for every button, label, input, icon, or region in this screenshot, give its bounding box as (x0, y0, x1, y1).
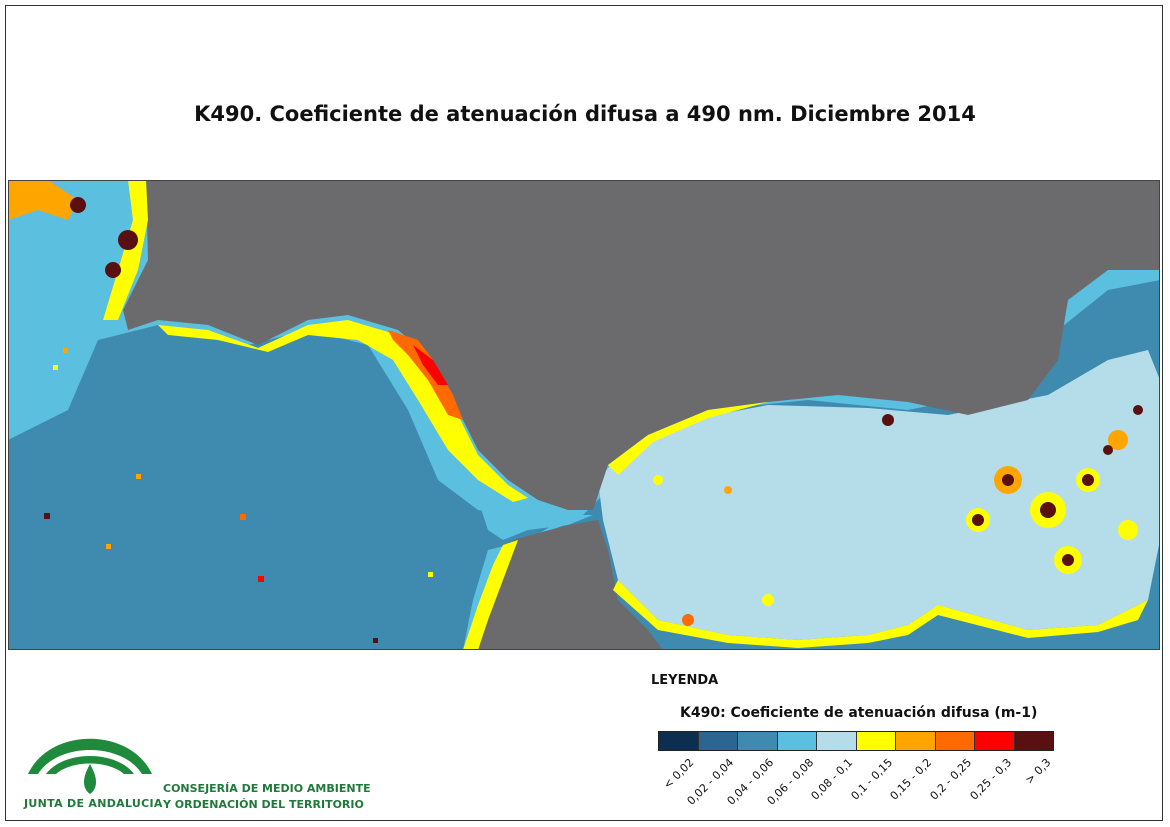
legend-swatch (856, 732, 896, 750)
strait-channel (478, 500, 593, 540)
atlantic-pixels (44, 348, 433, 643)
alboran-sea-light (598, 350, 1160, 640)
hotspot (1002, 474, 1014, 486)
map-title: K490. Coeficiente de atenuación difusa a… (194, 102, 976, 126)
legend-swatch (777, 732, 817, 750)
pixel (53, 365, 58, 370)
pixel (240, 514, 246, 520)
pixel (428, 572, 433, 577)
hotspot (1040, 502, 1056, 518)
hotspot (1062, 554, 1074, 566)
hotspot (882, 414, 894, 426)
pixel (136, 474, 141, 479)
legend-swatch (698, 732, 738, 750)
med-coast-rim (608, 402, 768, 475)
pixel (258, 576, 264, 582)
coast-band-portugal (8, 180, 148, 320)
hotspot (1118, 520, 1138, 540)
legend-swatch (1014, 732, 1053, 750)
coastal-band-orange (388, 330, 463, 420)
hotspot (1108, 430, 1128, 450)
legend-swatch (659, 732, 699, 750)
hotspot (70, 197, 86, 213)
pixel (44, 513, 50, 519)
land-iberia (123, 180, 1160, 510)
coastal-band-red (413, 345, 448, 385)
hotspot (972, 514, 984, 526)
map-border (8, 180, 1160, 650)
coastal-band-morocco (463, 540, 518, 650)
hotspot (682, 614, 694, 626)
legend-swatch (896, 732, 936, 750)
coast-patch-portugal (8, 180, 78, 220)
hotspot (724, 486, 732, 494)
logo-arc-inner (46, 756, 134, 774)
logo-arc-outer (28, 738, 152, 774)
pixel (63, 348, 68, 353)
legend-color-bar (658, 731, 1054, 751)
alboran-hotspots (653, 405, 1143, 626)
hotspot (1133, 405, 1143, 415)
pixel (373, 638, 378, 643)
logo-leaf (84, 764, 96, 794)
hotspot (105, 262, 121, 278)
hotspot (762, 594, 774, 606)
hotspot (118, 230, 138, 250)
hotspot (653, 475, 663, 485)
pixel (106, 544, 111, 549)
med-south-rim (613, 580, 1148, 648)
legend-swatch (935, 732, 975, 750)
organization-name: JUNTA DE ANDALUCIA (24, 797, 163, 810)
legend-swatch (975, 732, 1015, 750)
atlantic-shelf-south (8, 180, 138, 370)
hotspot (1082, 474, 1094, 486)
legend-subtitle: K490: Coeficiente de atenuación difusa (… (680, 705, 1038, 721)
department-line-2: Y ORDENACIÓN DEL TERRITORIO (163, 798, 364, 811)
legend-heading: LEYENDA (651, 673, 719, 688)
junta-andalucia-logo (28, 738, 152, 794)
k490-map (8, 180, 1160, 650)
legend-swatch (817, 732, 857, 750)
department-line-1: CONSEJERÍA DE MEDIO AMBIENTE (163, 782, 371, 795)
hotspot (1103, 445, 1113, 455)
land-morocco (468, 520, 663, 650)
legend-swatch (738, 732, 778, 750)
